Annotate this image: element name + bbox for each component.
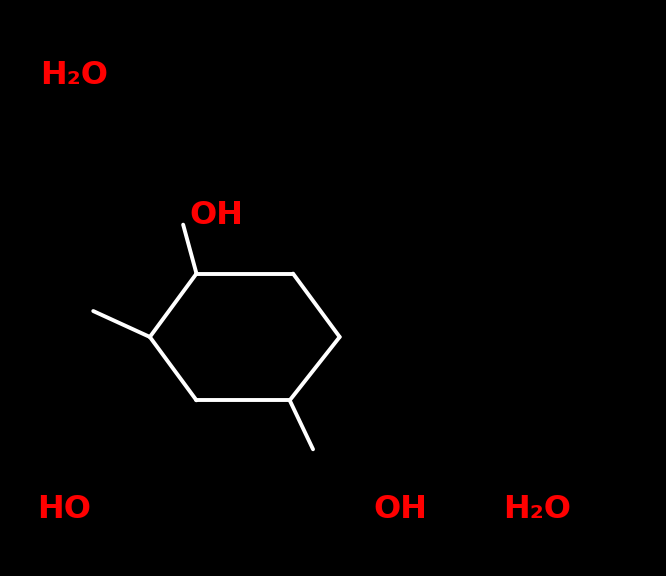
Text: H₂O: H₂O <box>40 60 108 92</box>
Text: OH: OH <box>373 494 427 525</box>
Text: H₂O: H₂O <box>503 494 571 525</box>
Text: OH: OH <box>190 200 244 232</box>
Text: HO: HO <box>37 494 91 525</box>
